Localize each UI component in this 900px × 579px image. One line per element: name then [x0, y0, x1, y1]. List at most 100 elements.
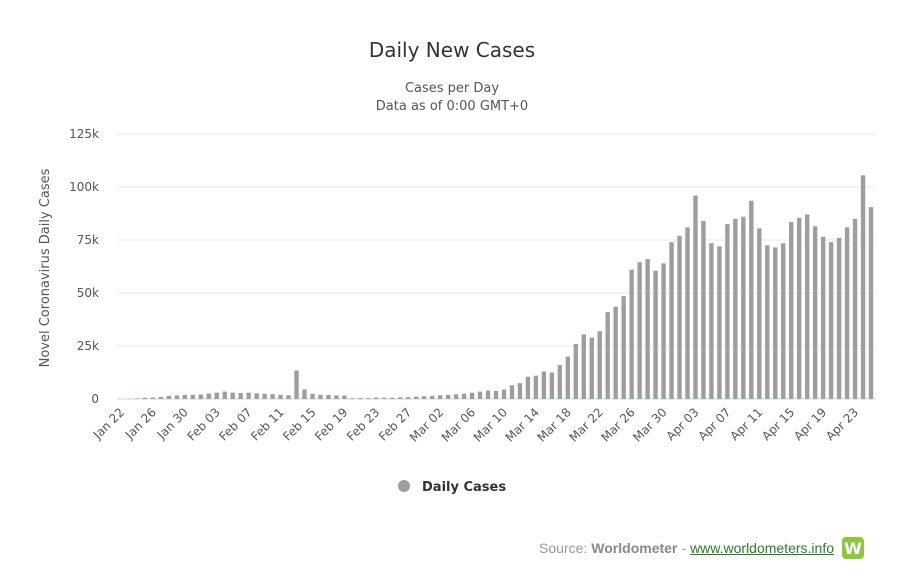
bar[interactable]	[350, 398, 355, 399]
bar[interactable]	[533, 375, 539, 399]
bar[interactable]	[206, 393, 211, 399]
bar[interactable]	[828, 242, 834, 399]
bar[interactable]	[844, 227, 850, 399]
bar[interactable]	[222, 391, 227, 399]
bar[interactable]	[509, 385, 515, 399]
bar[interactable]	[605, 312, 610, 399]
bar[interactable]	[214, 392, 219, 399]
x-tick-label: Mar 26	[598, 405, 637, 444]
bar[interactable]	[868, 207, 874, 399]
bar[interactable]	[836, 237, 842, 399]
bar[interactable]	[302, 389, 307, 399]
bar[interactable]	[294, 370, 299, 399]
chart-title: Daily New Cases	[369, 38, 535, 62]
legend[interactable]: Daily Cases	[398, 480, 506, 495]
bar[interactable]	[725, 224, 730, 399]
bar[interactable]	[661, 263, 666, 399]
bar[interactable]	[334, 395, 339, 399]
bar[interactable]	[860, 175, 866, 399]
bar[interactable]	[445, 394, 451, 399]
bar[interactable]	[797, 217, 802, 399]
bar[interactable]	[565, 356, 571, 399]
bar[interactable]	[709, 243, 714, 399]
bar[interactable]	[166, 395, 172, 399]
bar[interactable]	[693, 195, 698, 399]
bar[interactable]	[190, 394, 195, 399]
bar[interactable]	[326, 394, 331, 399]
bar[interactable]	[429, 395, 435, 399]
bar[interactable]	[653, 270, 658, 399]
bar[interactable]	[342, 395, 347, 399]
bar[interactable]	[358, 397, 363, 399]
bar[interactable]	[398, 397, 403, 399]
bar[interactable]	[820, 236, 826, 399]
bar[interactable]	[733, 218, 738, 399]
bar[interactable]	[549, 372, 555, 400]
bar[interactable]	[741, 216, 746, 399]
bar[interactable]	[717, 246, 722, 399]
bar[interactable]	[318, 394, 323, 399]
bar[interactable]	[541, 371, 547, 399]
bar[interactable]	[629, 269, 634, 399]
bar[interactable]	[270, 394, 275, 399]
bar[interactable]	[765, 245, 770, 399]
bar[interactable]	[621, 296, 626, 399]
bar[interactable]	[461, 393, 467, 399]
bar[interactable]	[685, 227, 690, 399]
bar[interactable]	[645, 259, 650, 399]
bar[interactable]	[501, 389, 507, 399]
x-tick-label: Mar 10	[471, 405, 510, 444]
bar[interactable]	[286, 395, 291, 399]
bar[interactable]	[174, 395, 180, 399]
bar[interactable]	[366, 398, 371, 399]
bar[interactable]	[557, 365, 563, 399]
bar[interactable]	[150, 397, 156, 399]
bar[interactable]	[589, 337, 594, 399]
bar[interactable]	[493, 390, 499, 399]
source-link[interactable]: www.worldometers.info	[690, 540, 834, 556]
bar[interactable]	[701, 220, 706, 399]
bar[interactable]	[382, 397, 387, 399]
bar[interactable]	[134, 398, 140, 399]
bar[interactable]	[597, 331, 602, 399]
bar[interactable]	[278, 394, 283, 399]
bar[interactable]	[262, 393, 267, 399]
bar[interactable]	[669, 242, 674, 399]
bar[interactable]	[406, 397, 411, 399]
bar[interactable]	[142, 397, 148, 399]
worldometer-logo-icon: W	[842, 537, 864, 559]
bar[interactable]	[414, 396, 419, 399]
bar[interactable]	[852, 218, 858, 399]
bar[interactable]	[230, 392, 235, 399]
bar[interactable]	[158, 396, 164, 399]
bar[interactable]	[374, 397, 379, 399]
bar[interactable]	[477, 391, 483, 399]
bar[interactable]	[422, 396, 427, 399]
bar[interactable]	[773, 247, 778, 399]
bar[interactable]	[254, 393, 259, 399]
x-tick-label: Feb 03	[184, 405, 222, 443]
bar[interactable]	[581, 334, 586, 399]
bar[interactable]	[789, 221, 794, 399]
bar[interactable]	[517, 383, 523, 399]
bar[interactable]	[804, 214, 810, 399]
bar[interactable]	[437, 395, 443, 399]
bar[interactable]	[453, 394, 459, 399]
bar[interactable]	[677, 235, 682, 399]
bar[interactable]	[310, 393, 315, 399]
bar[interactable]	[757, 228, 762, 399]
bar[interactable]	[182, 394, 188, 399]
bar[interactable]	[198, 394, 203, 399]
bar[interactable]	[573, 343, 578, 399]
bar[interactable]	[525, 376, 531, 399]
bar[interactable]	[485, 390, 491, 399]
bar[interactable]	[637, 262, 642, 399]
bar[interactable]	[812, 226, 818, 399]
bar[interactable]	[238, 393, 243, 399]
bar[interactable]	[781, 243, 786, 399]
bar[interactable]	[246, 392, 251, 399]
bar[interactable]	[390, 397, 395, 399]
bar[interactable]	[613, 306, 618, 399]
bar[interactable]	[469, 392, 475, 399]
bar[interactable]	[749, 200, 754, 399]
